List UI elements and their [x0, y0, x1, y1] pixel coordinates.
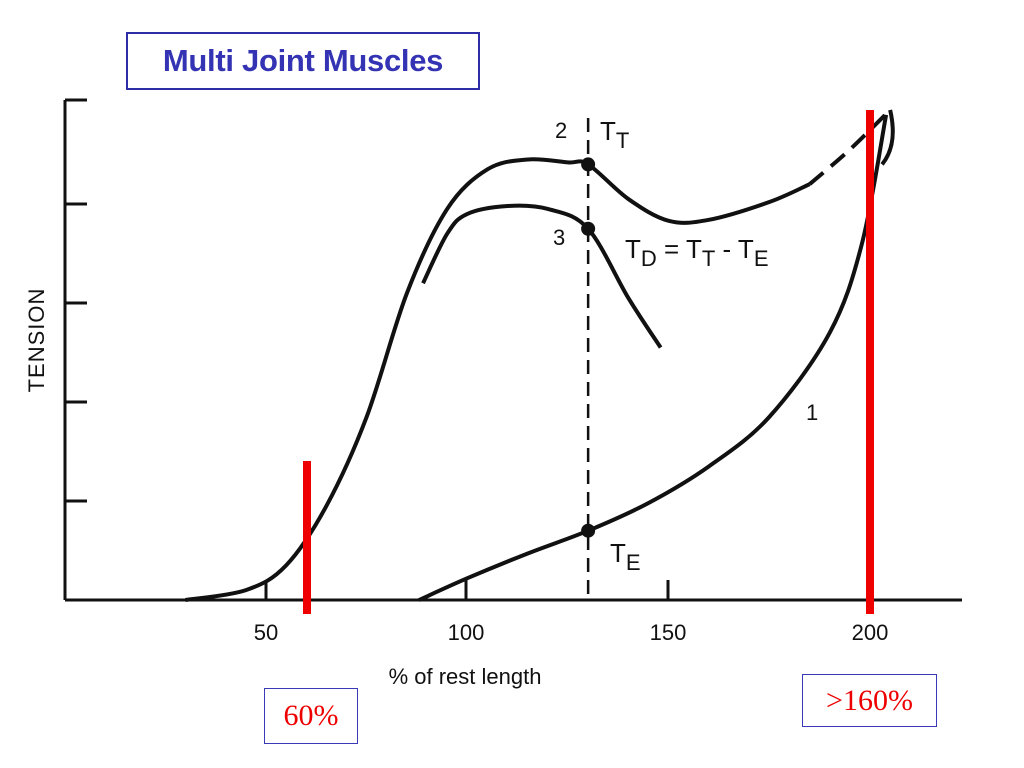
annotations: 2 3 1 TT TD = TT - TE TE — [303, 110, 874, 614]
callout-60-percent: 60% — [264, 688, 358, 744]
series-2-dashed — [808, 108, 892, 186]
callout-160-percent: >160% — [802, 674, 937, 727]
chart-title: Multi Joint Muscles — [126, 32, 480, 90]
x-tick-label: 100 — [448, 620, 485, 645]
x-tick-label: 150 — [650, 620, 687, 645]
data-point-2 — [581, 221, 596, 236]
curves — [185, 108, 895, 602]
series-3-number: 3 — [553, 225, 565, 250]
series-join — [880, 109, 895, 166]
series-3-line — [421, 203, 663, 349]
x-axis-label: % of rest length — [389, 664, 542, 689]
label-te: TE — [610, 538, 641, 575]
y-axis-label: TENSION — [24, 288, 49, 393]
series-2-line — [185, 157, 811, 602]
label-tt: TT — [600, 116, 629, 153]
data-point-1 — [581, 157, 596, 172]
axes: 50 100 150 200 — [63, 98, 962, 645]
label-td-equation: TD = TT - TE — [625, 234, 769, 271]
data-point-3 — [581, 523, 596, 538]
series-1-number: 1 — [806, 400, 818, 425]
series-1-line — [418, 114, 889, 602]
x-tick-label: 200 — [852, 620, 889, 645]
x-tick-label: 50 — [254, 620, 278, 645]
series-2-number: 2 — [555, 118, 567, 143]
